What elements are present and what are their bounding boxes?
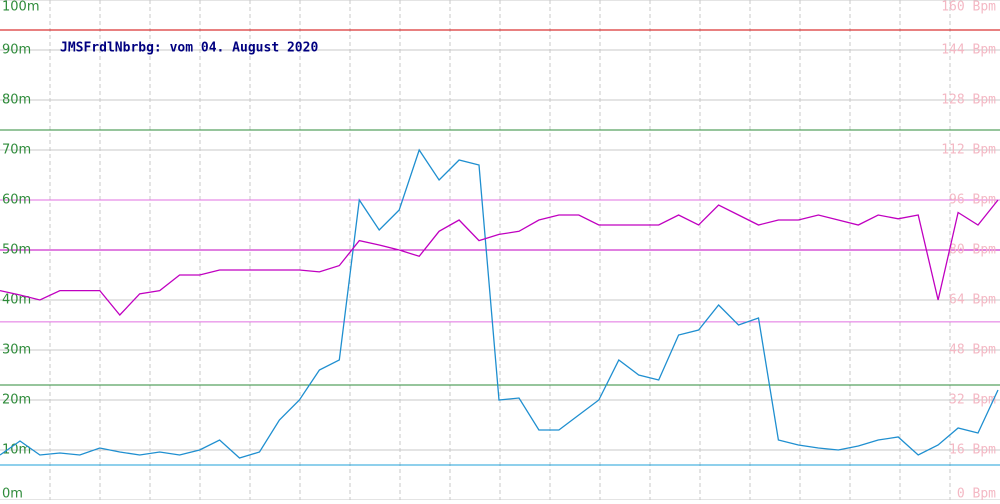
y-tick-label: 30m <box>2 343 31 358</box>
y-tick-label: 80m <box>2 93 31 108</box>
y2-tick-label: 64 Bpm <box>949 293 996 308</box>
chart-title: JMSFrdlNbrbg: vom 04. August 2020 <box>60 41 318 56</box>
y2-tick-label: 112 Bpm <box>941 143 996 158</box>
y-tick-label: 60m <box>2 193 31 208</box>
y-tick-label: 100m <box>2 0 39 15</box>
series-line <box>0 148 999 459</box>
y-tick-label: 50m <box>2 243 31 258</box>
y2-tick-label: 32 Bpm <box>949 393 996 408</box>
y-tick-label: 10m <box>2 443 31 458</box>
y-tick-label: 90m <box>2 43 31 58</box>
y-tick-label: 0m <box>2 487 23 501</box>
series-line <box>0 199 999 316</box>
y2-tick-label: 80 Bpm <box>949 243 996 258</box>
y2-tick-label: 160 Bpm <box>941 0 996 15</box>
y2-tick-label: 0 Bpm <box>957 487 996 501</box>
y2-tick-label: 48 Bpm <box>949 343 996 358</box>
y2-tick-label: 96 Bpm <box>949 193 996 208</box>
y-tick-label: 70m <box>2 143 31 158</box>
y2-tick-label: 128 Bpm <box>941 93 996 108</box>
y-tick-label: 20m <box>2 393 31 408</box>
y2-tick-label: 16 Bpm <box>949 443 996 458</box>
y2-tick-label: 144 Bpm <box>941 43 996 58</box>
